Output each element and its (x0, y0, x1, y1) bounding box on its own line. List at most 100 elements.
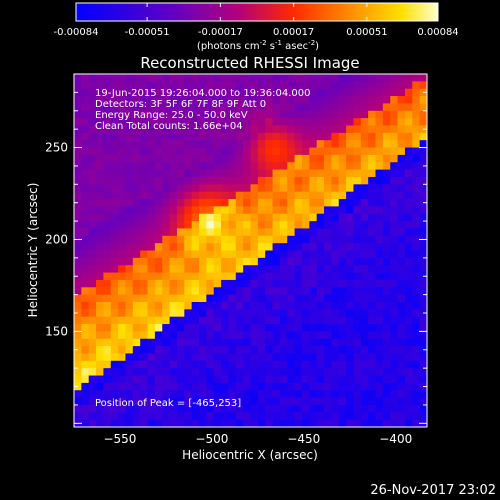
heatmap-cell (243, 279, 252, 288)
heatmap-cell (382, 243, 391, 252)
heatmap-cell (257, 279, 266, 288)
heatmap-cell (287, 206, 296, 215)
heatmap-cell (412, 88, 421, 97)
heatmap-cell (265, 235, 274, 244)
heatmap-cell (169, 360, 178, 369)
heatmap-cell (397, 213, 406, 222)
heatmap-cell (301, 397, 310, 406)
heatmap-cell (228, 140, 237, 149)
heatmap-cell (287, 301, 296, 310)
heatmap-cell (301, 162, 310, 171)
heatmap-cell (324, 147, 332, 156)
heatmap-cell (397, 199, 406, 207)
heatmap-cell (309, 250, 318, 259)
heatmap-cell (140, 221, 149, 230)
heatmap-cell (353, 154, 362, 163)
heatmap-cell (331, 301, 340, 310)
heatmap-cell (191, 375, 200, 384)
heatmap-cell (250, 419, 259, 427)
heatmap-cell (279, 206, 288, 215)
heatmap-cell (191, 338, 200, 347)
heatmap-cell (390, 81, 399, 90)
heatmap-cell (206, 96, 215, 105)
heatmap-cell (154, 346, 163, 355)
heatmap-cell (353, 250, 362, 259)
heatmap-cell (368, 375, 377, 384)
heatmap-cell (316, 243, 325, 252)
heatmap-cell (140, 88, 149, 97)
heatmap-cell (338, 147, 347, 156)
heatmap-cell (132, 191, 141, 200)
heatmap-cell (235, 147, 244, 156)
heatmap-cell (419, 228, 427, 237)
heatmap-cell (221, 221, 230, 230)
heatmap-cell (132, 338, 141, 347)
heatmap-cell (294, 353, 303, 362)
heatmap-cell (206, 375, 215, 384)
heatmap-cell (96, 265, 105, 274)
heatmap-cell (316, 250, 325, 259)
heatmap-cell (419, 118, 427, 127)
heatmap-cell (169, 125, 178, 134)
heatmap-cell (206, 176, 215, 185)
heatmap-cell (199, 301, 207, 310)
heatmap-cell (324, 360, 332, 369)
heatmap-cell (257, 191, 266, 200)
heatmap-cell (110, 287, 119, 296)
heatmap-cell (294, 118, 303, 127)
heatmap-cell (213, 294, 222, 303)
heatmap-cell (169, 404, 178, 413)
heatmap-cell (353, 360, 362, 369)
heatmap-cell (110, 382, 119, 391)
heatmap-cell (88, 360, 97, 369)
heatmap-cell (96, 272, 105, 281)
heatmap-cell (419, 176, 427, 185)
heatmap-cell (309, 338, 318, 347)
heatmap-cell (331, 184, 340, 193)
heatmap-cell (353, 382, 362, 391)
heatmap-cell (419, 324, 427, 332)
heatmap-cell (140, 390, 149, 399)
heatmap-cell (147, 110, 156, 119)
heatmap-cell (257, 404, 266, 413)
heatmap-cell (316, 316, 325, 325)
heatmap-cell (316, 272, 325, 281)
heatmap-cell (309, 375, 318, 384)
heatmap-cell (404, 382, 413, 391)
heatmap-cell (419, 147, 427, 156)
heatmap-cell (147, 382, 156, 391)
heatmap-cell (147, 375, 156, 384)
heatmap-cell (162, 125, 171, 134)
x-tick-label: −450 (287, 432, 320, 446)
heatmap-cell (382, 140, 391, 149)
heatmap-cell (353, 81, 362, 90)
heatmap-cell (206, 213, 215, 222)
heatmap-cell (228, 324, 237, 332)
heatmap-cell (390, 74, 399, 82)
heatmap-cell (287, 221, 296, 230)
heatmap-cell (390, 419, 399, 427)
heatmap-cell (140, 404, 149, 413)
heatmap-cell (176, 265, 185, 274)
heatmap-cell (390, 279, 399, 288)
heatmap-cell (88, 235, 97, 244)
heatmap-cell (397, 169, 406, 178)
heatmap-cell (154, 110, 163, 119)
heatmap-cell (331, 221, 340, 230)
heatmap-cell (140, 213, 149, 222)
heatmap-cell (147, 147, 156, 156)
heatmap-cell (257, 74, 266, 82)
heatmap-cell (140, 96, 149, 105)
heatmap-cell (412, 96, 421, 105)
heatmap-cell (397, 294, 406, 303)
heatmap-cell (272, 154, 281, 163)
heatmap-cell (279, 154, 288, 163)
heatmap-cell (250, 338, 259, 347)
heatmap-cell (404, 96, 413, 105)
heatmap-cell (375, 265, 384, 274)
heatmap-cell (206, 81, 215, 90)
heatmap-cell (346, 235, 355, 244)
heatmap-cell (250, 221, 259, 230)
heatmap-cell (397, 162, 406, 171)
heatmap-cell (110, 375, 119, 384)
